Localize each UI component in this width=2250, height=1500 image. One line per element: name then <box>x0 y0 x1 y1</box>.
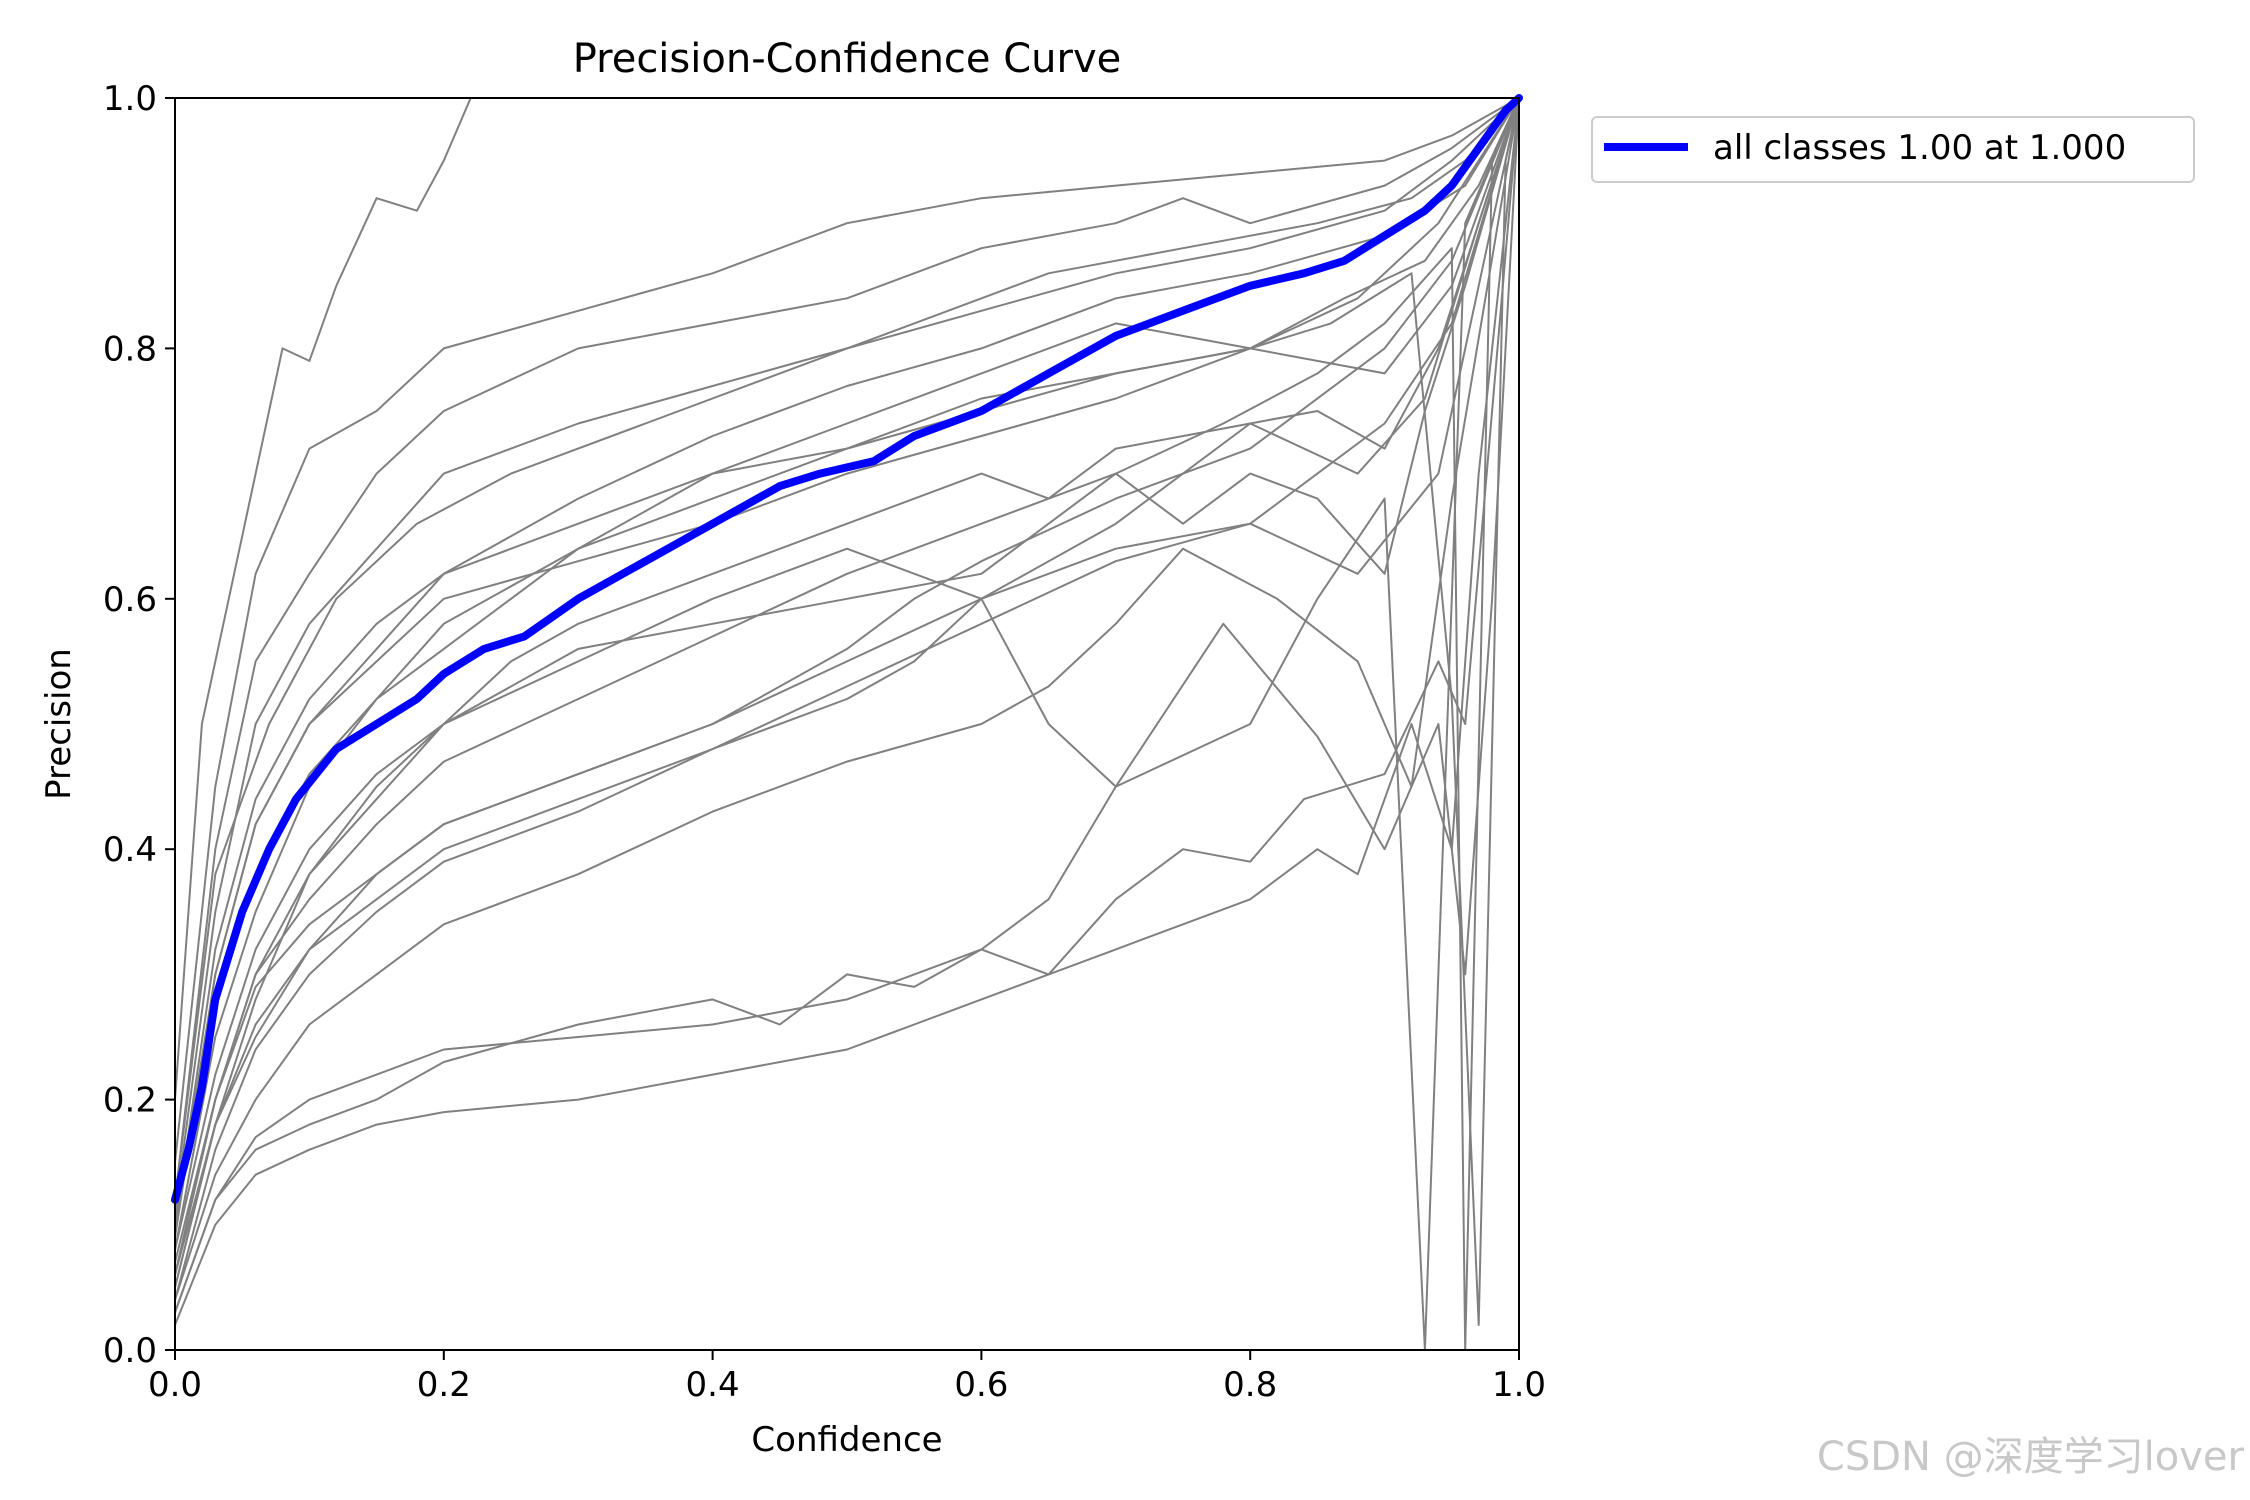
x-tick-label-5: 1.0 <box>1492 1365 1546 1405</box>
y-axis-label: Precision <box>39 648 79 800</box>
class-line-2 <box>174 97 1520 1163</box>
x-tick-label-3: 0.6 <box>954 1365 1008 1405</box>
x-axis: 0.0 0.2 0.4 0.6 0.8 1.0 <box>148 1350 1546 1405</box>
y-tick-label-2: 0.4 <box>103 830 157 870</box>
y-tick-label-0: 0.0 <box>103 1331 157 1371</box>
class-lines-group <box>174 97 1520 1351</box>
class-line-20 <box>174 97 1520 1288</box>
x-tick-label-2: 0.4 <box>686 1365 740 1405</box>
plot-area-frame <box>174 97 1520 1351</box>
class-line-12 <box>174 97 1520 1326</box>
legend-label-all-classes: all classes 1.00 at 1.000 <box>1713 128 2126 168</box>
x-axis-label: Confidence <box>751 1420 942 1460</box>
class-line-1 <box>174 97 472 1100</box>
class-line-8 <box>174 97 1520 1288</box>
class-line-9 <box>174 97 1520 1301</box>
class-line-15 <box>174 97 1520 1351</box>
class-line-3 <box>174 97 1520 1200</box>
class-line-16 <box>174 97 1520 1351</box>
class-line-7 <box>174 97 1520 1276</box>
class-line-22 <box>174 97 1520 1213</box>
all-classes-line-group <box>171 94 1523 1204</box>
all-classes-line <box>171 94 1523 1204</box>
class-line-21 <box>174 97 1520 1200</box>
x-tick-label-4: 0.8 <box>1223 1365 1277 1405</box>
y-tick-label-1: 0.2 <box>103 1081 157 1121</box>
class-line-19 <box>174 97 1520 1276</box>
class-line-18 <box>174 97 1520 1238</box>
y-tick-label-5: 1.0 <box>103 79 157 119</box>
class-line-17 <box>174 97 1520 1326</box>
chart-title: Precision-Confidence Curve <box>573 36 1122 82</box>
x-tick-label-1: 0.2 <box>417 1365 471 1405</box>
class-line-13 <box>174 97 1520 1313</box>
watermark-text: CSDN @深度学习lover <box>1816 1434 2244 1480</box>
x-tick-label-0: 0.0 <box>148 1365 202 1405</box>
class-line-10 <box>174 97 1520 1301</box>
y-axis: 0.0 0.2 0.4 0.6 0.8 1.0 <box>103 79 175 1371</box>
legend: all classes 1.00 at 1.000 <box>1591 116 2195 183</box>
class-line-14 <box>174 97 1520 1276</box>
y-tick-label-3: 0.6 <box>103 580 157 620</box>
y-tick-label-4: 0.8 <box>103 329 157 369</box>
legend-frame <box>1591 116 2195 183</box>
